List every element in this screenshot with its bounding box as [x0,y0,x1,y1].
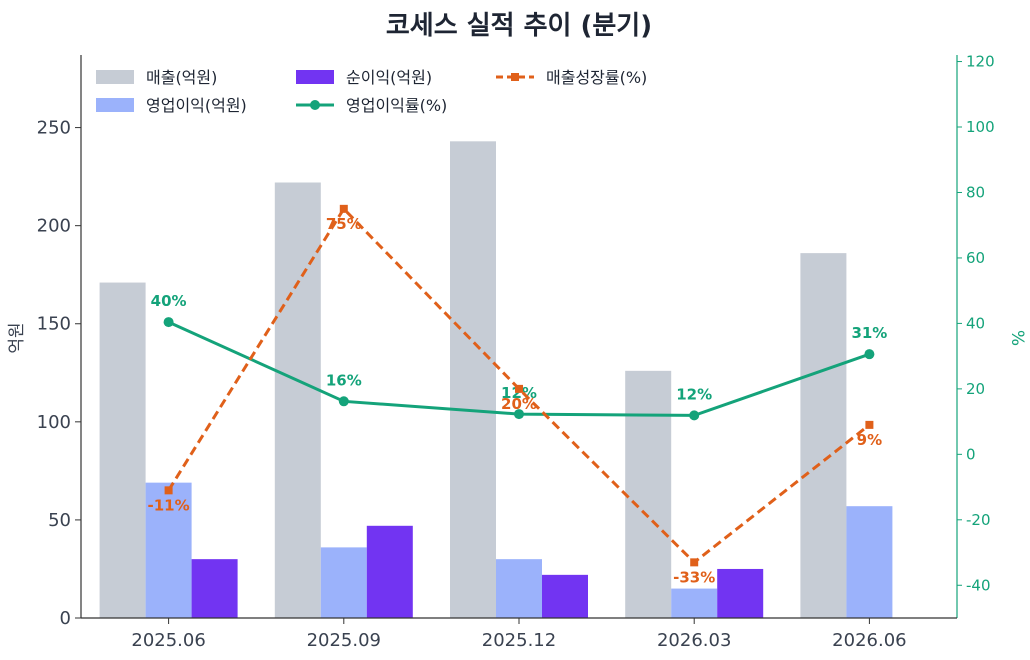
line-point [164,486,173,495]
bar-2 [320,547,367,618]
data-label: 40% [151,292,187,310]
y-right-tick-label: 120 [966,53,995,71]
line-point [339,204,348,213]
y-axis-label: 억원 [7,322,27,353]
legend-label: 영업이익률(%) [346,96,447,115]
bar-1 [274,182,321,618]
line-point [514,409,524,420]
line-point [690,558,699,567]
legend-swatch [96,70,134,84]
legend-label: 영업이익(억원) [146,96,247,115]
bar-2 [846,506,893,618]
bar-3 [366,525,413,618]
bar-3 [191,559,238,618]
bar-2 [496,559,542,618]
data-label: 12% [676,385,712,403]
data-label: 31% [851,324,887,342]
legend-label: 매출(억원) [146,68,217,87]
data-label: 9% [857,431,882,449]
line-point [865,420,874,429]
line-point [864,349,875,360]
line-point [163,317,174,328]
y-tick-label: 50 [48,510,71,531]
y-right-tick-label: -20 [966,511,991,529]
y-tick-label: 150 [37,314,71,335]
legend-swatch [96,98,134,112]
y-tick-label: 0 [60,608,71,629]
y-right-tick-label: 60 [966,249,985,267]
y-tick-label: 200 [37,216,71,237]
line-point [338,396,349,407]
chart-title: 코세스 실적 추이 (분기) [386,11,652,41]
y-tick-label: 250 [37,118,71,139]
data-label: 75% [326,215,362,233]
x-tick-label: 2025.12 [482,630,556,651]
y-right-tick-label: 80 [966,183,985,201]
legend: 매출(억원) 영업이익(억원) 순이익(억원) 영업이익률(%) 매출성장률(%) [96,68,647,115]
line-point [515,384,523,393]
legend-label: 매출성장률(%) [546,68,647,87]
bar-3 [542,574,588,618]
legend-swatch [296,70,334,84]
data-label: 16% [326,371,362,389]
y-tick-label: 100 [37,412,71,433]
data-label: 20% [501,395,537,413]
y-right-tick-label: 40 [966,314,985,332]
y-axis-right-label: % [1007,330,1027,346]
bar-1 [450,141,496,618]
bar-1 [625,370,672,618]
y-right-tick-label: 20 [966,380,985,398]
bar-2 [671,588,718,618]
y-right-tick-label: -40 [966,576,991,594]
legend-label: 순이익(억원) [346,68,432,87]
x-tick-label: 2025.09 [307,630,381,651]
legend-marker [511,73,519,81]
data-label: -11% [148,496,190,514]
bar-1 [99,282,146,618]
x-tick-label: 2026.06 [832,630,906,651]
bar-2 [145,482,192,618]
bar-1 [800,253,847,619]
bar-3 [717,568,764,618]
x-tick-label: 2025.06 [131,630,205,651]
y-right-tick-label: 0 [966,445,976,463]
data-label: -33% [673,568,715,586]
legend-marker [310,100,320,110]
x-tick-label: 2026.03 [657,630,731,651]
y-right-tick-label: 100 [966,118,995,136]
plot-area: 0 50 100 150 200 250 -40 -20 0 20 40 60 80 100 120 40% 1… [37,53,995,651]
line-point [689,410,700,421]
